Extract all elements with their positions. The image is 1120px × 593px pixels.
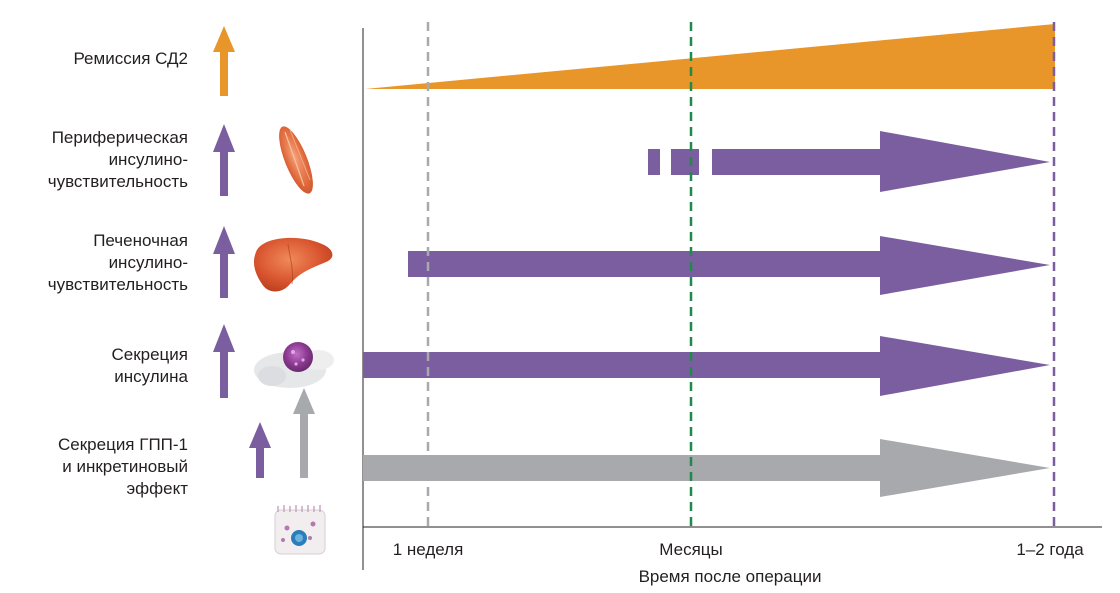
muscle-icon — [279, 126, 313, 194]
glp1-secretion-arrow — [363, 439, 1050, 497]
liver-icon — [254, 237, 333, 292]
peripheral-up-arrow — [213, 124, 235, 196]
row-label-insulin-secretion: Секреция инсулина — [111, 345, 188, 386]
row-label-remission: Ремиссия СД2 — [73, 49, 188, 68]
tick-label-months: Месяцы — [659, 540, 723, 559]
row-label-hepatic-sensitivity: Печеночная инсулино- чувствительность — [47, 231, 188, 294]
row-label-peripheral-sensitivity: Периферическая инсулино- чувствительност… — [47, 128, 188, 191]
glp1-up-arrow-gray — [293, 388, 315, 478]
intestinal-cell-icon — [274, 505, 326, 555]
glp1-up-arrow-purple — [249, 422, 271, 478]
remission-wedge — [365, 24, 1055, 89]
tick-label-years: 1–2 года — [1016, 540, 1084, 559]
insulin-up-arrow — [213, 324, 235, 398]
tick-label-week: 1 неделя — [392, 540, 464, 559]
pancreatic-islet-icon — [254, 342, 334, 388]
row-label-glp1-secretion: Секреция ГПП-1 и инкретиновый эффект — [58, 435, 188, 498]
hepatic-up-arrow — [213, 226, 235, 298]
peripheral-sensitivity-arrow — [648, 131, 1050, 192]
hepatic-sensitivity-arrow — [408, 236, 1050, 295]
remission-up-arrow — [213, 26, 235, 96]
x-axis-title: Время после операции — [638, 567, 822, 586]
insulin-secretion-arrow — [363, 336, 1050, 396]
